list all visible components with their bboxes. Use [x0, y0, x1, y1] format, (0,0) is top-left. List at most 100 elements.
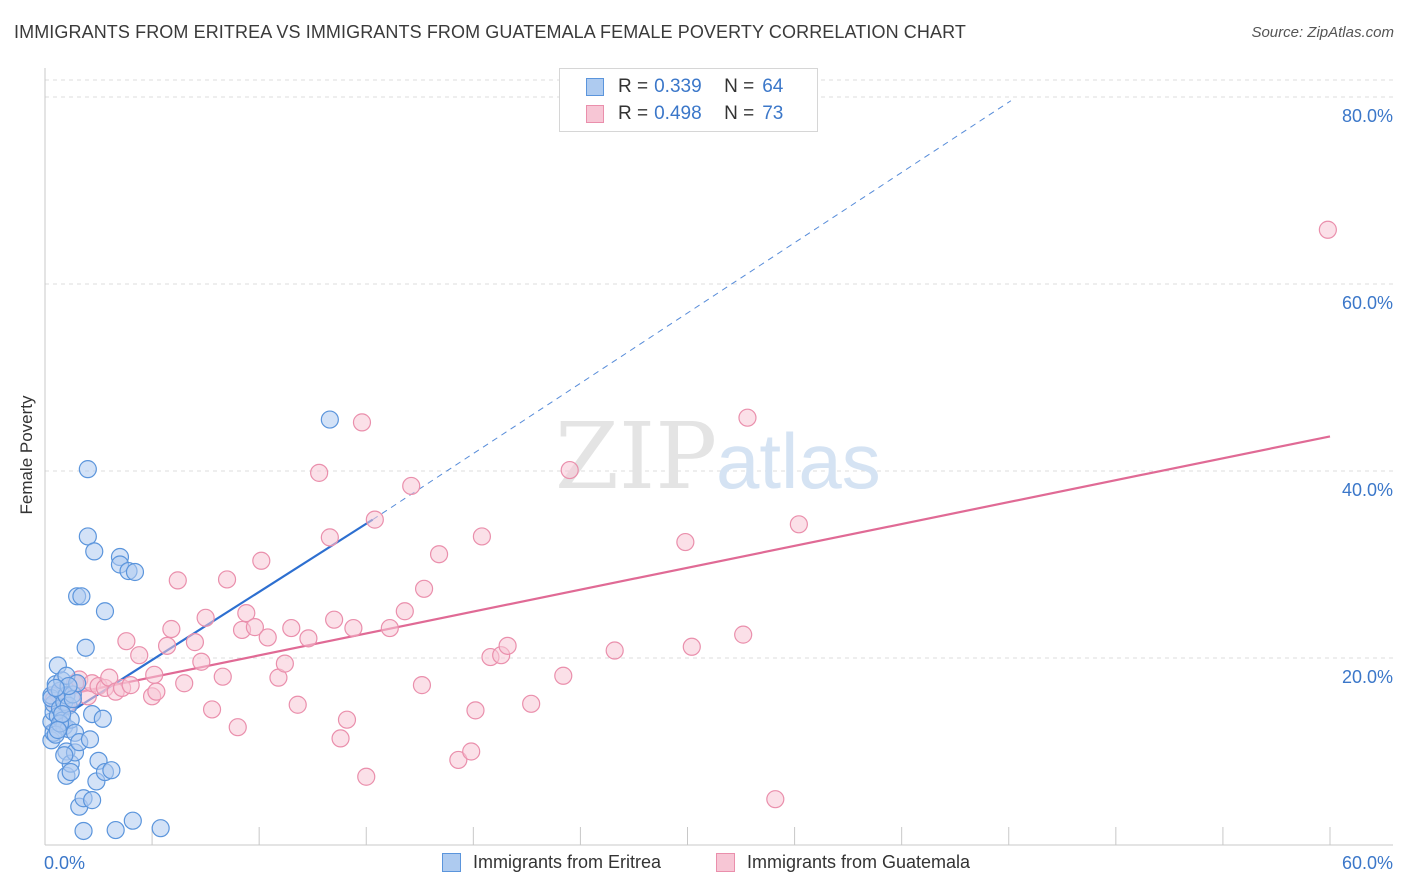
watermark-zip: ZIP	[555, 403, 717, 510]
data-point-guatemala	[275, 654, 294, 673]
tick-labels: 20.0% 40.0% 60.0% 80.0% 0.0% 60.0%	[44, 106, 1393, 873]
legend-row-guatemala: R = 0.498 N = 73	[586, 102, 783, 126]
data-point-guatemala	[414, 579, 434, 598]
watermark: ZIP atlas	[555, 403, 881, 510]
legend-r-value: 0.498	[654, 103, 702, 124]
data-point-guatemala	[395, 602, 414, 621]
trend-line-guatemala	[44, 435, 1331, 701]
y-tick-label: 80.0%	[1342, 106, 1393, 126]
data-point-eritrea	[83, 791, 102, 810]
data-point-guatemala	[498, 636, 517, 655]
y-tick-label: 40.0%	[1342, 480, 1393, 500]
legend-label-eritrea: Immigrants from Eritrea	[473, 852, 662, 872]
data-point-guatemala	[522, 694, 541, 713]
legend-n-label: N =	[724, 76, 755, 97]
data-point-guatemala	[472, 527, 491, 546]
data-point-guatemala	[130, 646, 149, 665]
legend-r-label: R =	[618, 103, 649, 124]
watermark-atlas: atlas	[716, 417, 881, 505]
data-point-guatemala	[331, 729, 350, 748]
data-point-guatemala	[185, 633, 205, 652]
data-point-guatemala	[560, 460, 579, 480]
data-point-eritrea	[102, 761, 121, 780]
data-point-guatemala	[237, 604, 256, 623]
data-point-guatemala	[282, 618, 301, 638]
data-point-guatemala	[682, 637, 701, 656]
x-tick-label: 60.0%	[1342, 853, 1393, 873]
data-point-guatemala	[325, 610, 344, 629]
data-point-eritrea	[48, 720, 67, 740]
data-point-guatemala	[352, 413, 372, 432]
data-point-guatemala	[162, 619, 181, 639]
data-point-guatemala	[357, 767, 376, 786]
data-point-guatemala	[466, 701, 485, 720]
data-point-eritrea	[85, 542, 104, 561]
data-point-eritrea	[80, 730, 100, 749]
data-point-eritrea	[61, 762, 80, 782]
data-point-guatemala	[175, 674, 194, 693]
data-point-eritrea	[320, 410, 339, 429]
data-point-guatemala	[288, 695, 307, 714]
data-point-guatemala	[252, 551, 271, 570]
data-point-eritrea	[106, 820, 125, 840]
data-point-guatemala	[766, 790, 785, 809]
data-point-guatemala	[605, 641, 624, 660]
bottom-legend-eritrea[interactable]: Immigrants from Eritrea	[442, 852, 661, 873]
data-point-guatemala	[168, 571, 187, 590]
data-point-guatemala	[402, 476, 421, 496]
data-point-eritrea	[76, 638, 95, 657]
data-point-guatemala	[734, 625, 753, 644]
data-point-guatemala	[337, 710, 357, 729]
legend-r-label: R =	[618, 76, 649, 97]
bottom-legend-guatemala[interactable]: Immigrants from Guatemala	[716, 852, 970, 873]
data-point-eritrea	[55, 746, 74, 765]
data-point-eritrea	[72, 587, 91, 606]
legend-r-value: 0.339	[654, 76, 702, 97]
data-point-guatemala	[412, 676, 432, 695]
legend-row-eritrea: R = 0.339 N = 64	[586, 75, 783, 99]
data-point-guatemala	[213, 667, 232, 686]
data-point-eritrea	[53, 704, 72, 724]
legend-swatch-eritrea	[586, 78, 604, 96]
data-point-eritrea	[74, 821, 93, 841]
data-point-guatemala	[365, 510, 384, 529]
data-point-guatemala	[217, 570, 237, 589]
data-point-guatemala	[344, 618, 363, 638]
data-point-guatemala	[192, 652, 211, 671]
data-point-guatemala	[258, 628, 277, 647]
data-point-guatemala	[228, 718, 247, 737]
data-point-guatemala	[117, 632, 136, 651]
data-point-guatemala	[320, 528, 339, 547]
data-point-eritrea	[78, 460, 97, 479]
data-point-guatemala	[245, 618, 264, 637]
x-tick-label: 0.0%	[44, 853, 85, 873]
data-point-eritrea	[125, 562, 145, 582]
data-point-guatemala	[738, 408, 757, 427]
source-label: Source: ZipAtlas.com	[1251, 24, 1394, 41]
data-point-eritrea	[78, 527, 97, 546]
data-point-guatemala	[310, 463, 329, 482]
data-point-guatemala	[462, 742, 481, 761]
data-point-guatemala	[449, 750, 468, 770]
data-point-guatemala	[789, 515, 808, 534]
data-point-guatemala	[676, 532, 695, 552]
data-point-eritrea	[46, 678, 65, 698]
legend-swatch-eritrea	[442, 853, 461, 872]
data-point-guatemala	[299, 629, 318, 648]
y-tick-label: 20.0%	[1342, 667, 1393, 687]
grid-layer	[45, 79, 1393, 659]
legend-label-guatemala: Immigrants from Guatemala	[747, 852, 971, 872]
data-point-eritrea	[151, 819, 170, 838]
data-point-guatemala	[554, 666, 573, 685]
chart-title: IMMIGRANTS FROM ERITREA VS IMMIGRANTS FR…	[14, 22, 966, 42]
legend-swatch-guatemala	[586, 105, 604, 123]
points-eritrea	[42, 410, 339, 841]
legend-n-value: 64	[762, 76, 784, 97]
data-point-guatemala	[147, 682, 166, 701]
legend-n-value: 73	[762, 103, 784, 124]
data-point-guatemala	[145, 665, 164, 684]
data-point-eritrea	[123, 811, 142, 830]
data-point-guatemala	[202, 700, 222, 719]
data-point-guatemala	[429, 545, 449, 564]
